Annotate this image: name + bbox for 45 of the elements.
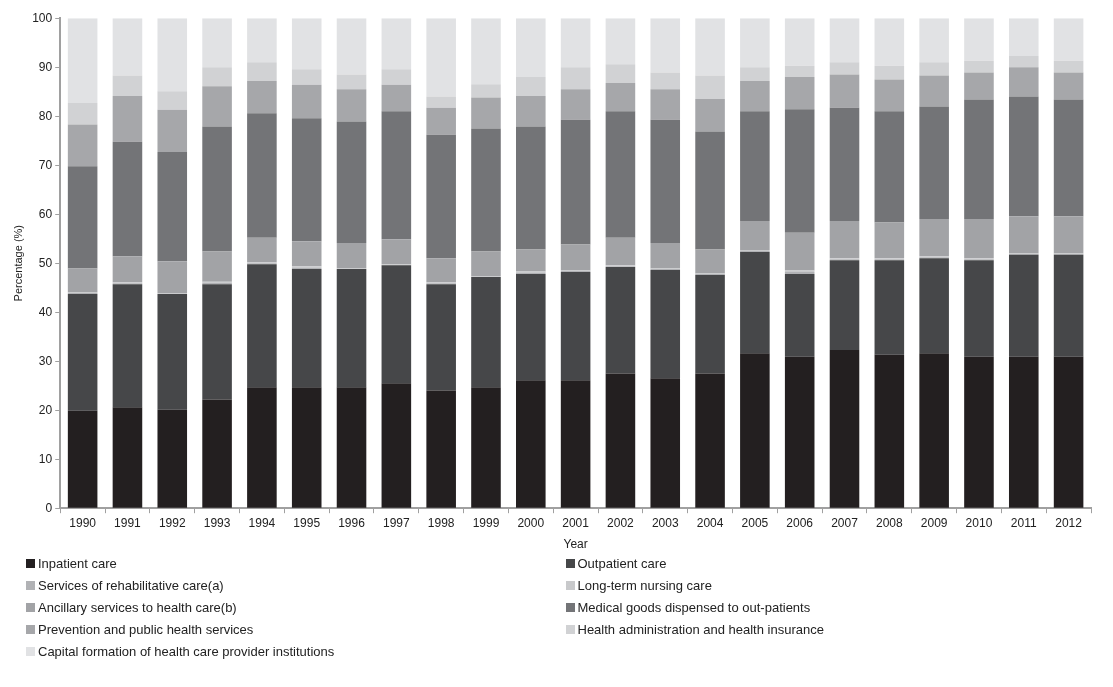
legend-label: Health administration and health insurance [577,622,824,637]
x-tick-label: 1992 [158,515,186,530]
x-tick-label: 1993 [203,515,231,530]
y-tick-label: 20 [38,402,53,417]
x-tick-label: 2003 [651,515,679,530]
y-tick-label: 50 [38,255,53,270]
x-axis-title: Year [563,537,588,552]
x-tick-label: 2012 [1055,515,1083,530]
y-tick-label: 0 [45,500,53,515]
x-tick-label: 2005 [741,515,769,530]
legend-label: Capital formation of health care provider institutions [38,644,335,659]
x-tick-label: 2009 [920,515,948,530]
x-tick-label: 2007 [831,515,859,530]
legend-label: Medical goods dispensed to out-patients [577,600,811,615]
legend-label: Long-term nursing care [577,578,712,593]
x-tick-label: 1996 [338,515,366,530]
x-tick-label: 1997 [382,515,411,530]
y-tick-label: 10 [38,451,53,466]
x-tick-label: 2002 [607,515,635,530]
x-tick-label: 2001 [562,515,590,530]
x-tick-label: 2008 [875,515,903,530]
x-tick-label: 2004 [696,515,724,530]
y-tick-label: 40 [38,304,53,319]
x-tick-label: 1990 [69,515,97,530]
legend-label: Prevention and public health services [38,622,254,637]
legend-label: Outpatient care [577,556,667,571]
x-tick-label: 2010 [965,515,993,530]
x-tick-label: 1995 [293,515,321,530]
y-tick-label: 80 [38,108,53,123]
y-axis-title: Percentage (%) [11,224,24,302]
y-tick-label: 30 [38,353,53,368]
x-tick-label: 1998 [427,515,455,530]
y-tick-label: 60 [38,206,53,221]
x-tick-label: 1999 [472,515,500,530]
legend-label: Inpatient care [38,556,117,571]
legend-label: Ancillary services to health care(b) [38,600,237,615]
y-tick-label: 100 [32,10,53,25]
x-tick-label: 2006 [786,515,814,530]
x-tick-label: 2000 [517,515,545,530]
x-tick-label: 2011 [1010,515,1037,530]
legend-label: Services of rehabilitative care(a) [38,578,224,593]
y-tick-label: 70 [38,157,53,172]
x-tick-label: 1994 [248,515,276,530]
x-tick-label: 1991 [114,515,142,530]
y-tick-label: 90 [38,59,53,74]
